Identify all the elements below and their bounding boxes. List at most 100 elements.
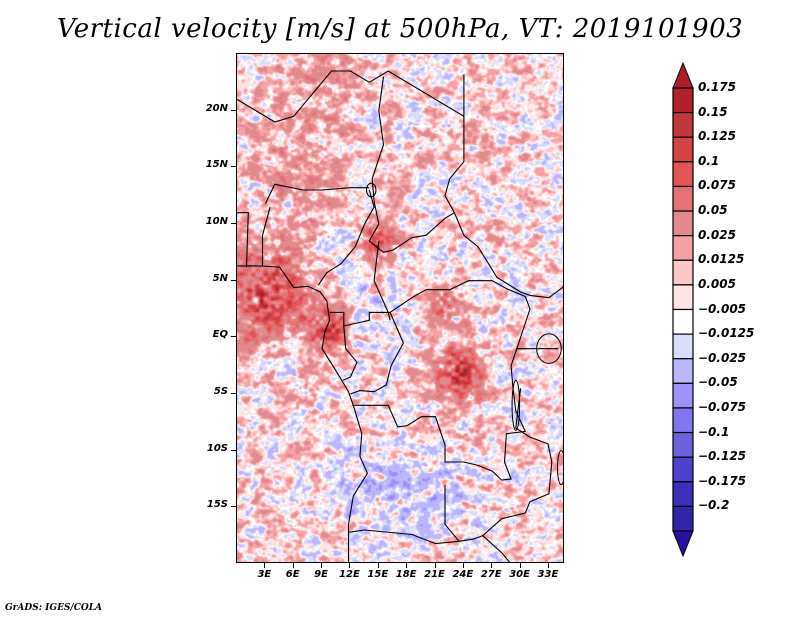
map-plot-area	[236, 53, 564, 563]
border-line	[444, 484, 526, 542]
lon-tick-mark	[349, 563, 351, 568]
lake-outline	[536, 333, 562, 364]
colorbar-level-label: 0.125	[698, 129, 736, 144]
colorbar-level-label: 0.0125	[698, 252, 745, 267]
lat-tick-label: 5N	[212, 272, 228, 284]
lon-tick-mark	[377, 563, 379, 568]
lon-tick-label: 30E	[509, 569, 530, 580]
colorbar-level-label: −0.05	[698, 375, 738, 390]
colorbar-bin	[672, 136, 694, 163]
lat-tick-label: 5S	[213, 386, 228, 397]
lake-outline	[556, 450, 563, 486]
lake-outline	[511, 379, 521, 431]
border-line	[237, 265, 369, 562]
colorbar-bottom-arrow	[672, 530, 694, 557]
border-line	[548, 286, 563, 299]
border-line	[237, 212, 249, 268]
colorbar-top-arrow	[672, 62, 694, 89]
lat-tick-label: EQ	[212, 329, 228, 341]
lon-tick-label: 27E	[480, 569, 502, 580]
lon-tick-mark	[321, 563, 323, 568]
colorbar-level-label: −0.075	[698, 399, 747, 414]
border-line	[515, 388, 553, 514]
border-line	[348, 529, 460, 545]
lake-outline	[365, 182, 377, 198]
lon-tick-mark	[264, 563, 266, 568]
colorbar-level-label: 0.175	[698, 80, 736, 94]
colorbar	[672, 62, 694, 557]
colorbar-bin	[672, 431, 694, 458]
colorbar-bin	[672, 358, 694, 384]
border-line	[444, 116, 549, 299]
lat-tick-label: 10N	[205, 216, 228, 227]
lat-tick-label: 10S	[206, 442, 228, 454]
colorbar-bin	[672, 235, 694, 261]
colorbar-level-label: 0.075	[698, 178, 736, 193]
lon-tick-label: 3E	[257, 569, 272, 580]
lon-tick-label: 18E	[395, 569, 417, 580]
lon-tick-label: 24E	[452, 569, 474, 580]
colorbar-bin	[672, 308, 694, 335]
colorbar-bin	[672, 333, 694, 360]
lat-tick-mark	[231, 393, 236, 394]
colorbar-bin	[672, 407, 694, 434]
lat-tick-mark	[231, 449, 236, 451]
lat-tick-mark	[231, 109, 236, 111]
lon-tick-mark	[519, 563, 521, 568]
colorbar-bin	[672, 259, 694, 286]
border-line	[329, 311, 405, 395]
colorbar-bin	[672, 382, 694, 409]
colorbar-level-label: 0.025	[698, 227, 736, 242]
colorbar-level-label: −0.1	[698, 424, 730, 439]
colorbar-bin	[672, 185, 694, 212]
border-line	[482, 535, 511, 562]
border-line	[368, 76, 455, 253]
border-line	[264, 183, 370, 204]
lat-tick-mark	[231, 336, 236, 338]
colorbar-bin	[672, 505, 694, 532]
lat-tick-mark	[231, 506, 236, 508]
lat-tick-mark	[231, 279, 236, 281]
lat-tick-label: 15S	[206, 499, 228, 511]
lon-tick-label: 12E	[339, 569, 360, 580]
border-line	[369, 70, 465, 118]
colorbar-level-label: 0.15	[698, 104, 728, 119]
lat-tick-mark	[231, 166, 236, 168]
lon-tick-label: 15E	[367, 569, 389, 580]
colorbar-level-label: 0.005	[698, 276, 736, 291]
lon-tick-mark	[406, 563, 408, 568]
colorbar-bin	[672, 456, 694, 483]
lat-tick-label: 15N	[205, 159, 228, 171]
lon-tick-label: 21E	[424, 569, 445, 580]
colorbar-level-label: −0.0125	[698, 326, 755, 341]
border-line	[342, 325, 358, 381]
country-borders	[237, 70, 563, 562]
grads-credit: GrADS: IGES/COLA	[5, 603, 103, 613]
lon-tick-mark	[547, 563, 549, 568]
colorbar-bin	[672, 481, 694, 507]
lon-tick-label: 6E	[285, 569, 300, 580]
lon-tick-label: 9E	[314, 569, 328, 580]
border-line	[352, 280, 531, 481]
lon-tick-mark	[491, 563, 493, 568]
colorbar-bin	[672, 112, 694, 138]
lon-tick-mark	[462, 563, 464, 568]
colorbar-level-label: −0.2	[698, 498, 730, 513]
vertical-velocity-field	[237, 54, 563, 562]
colorbar-level-label: −0.005	[698, 301, 747, 316]
lon-tick-mark	[434, 563, 436, 568]
border-line	[237, 70, 370, 123]
colorbar-bin	[672, 210, 694, 237]
colorbar-level-label: 0.1	[698, 153, 720, 168]
lon-tick-mark	[292, 563, 294, 568]
colorbar-level-label: −0.025	[698, 350, 747, 365]
border-line	[317, 189, 375, 286]
colorbar-bin	[672, 161, 694, 188]
border-line	[261, 206, 271, 266]
colorbar-level-label: −0.175	[698, 473, 747, 488]
colorbar-bin	[672, 87, 694, 114]
colorbar-level-label: −0.125	[698, 449, 747, 464]
lon-tick-label: 33E	[537, 569, 559, 580]
colorbar-bin	[672, 284, 694, 311]
chart-title: Vertical velocity [m/s] at 500hPa, VT: 2…	[56, 14, 744, 44]
